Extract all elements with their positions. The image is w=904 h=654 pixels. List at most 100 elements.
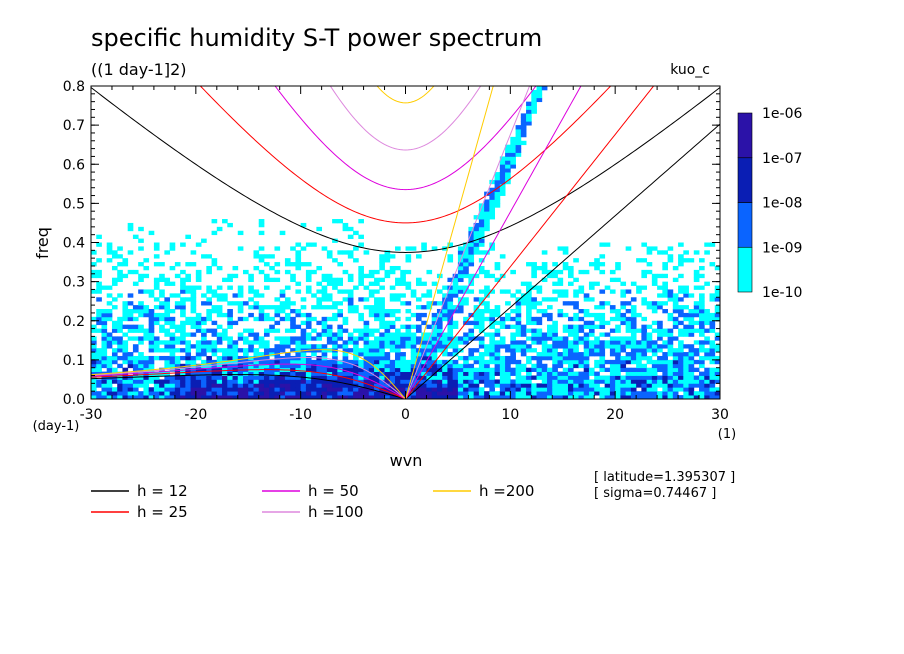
heat-cell — [667, 352, 674, 357]
heat-cell — [594, 312, 600, 318]
heat-cell — [436, 344, 443, 349]
heat-cell — [678, 395, 684, 399]
heat-cell — [609, 371, 616, 376]
heat-cell — [216, 363, 223, 369]
heat-cell — [180, 363, 186, 369]
heat-cell — [237, 375, 244, 380]
heat-cell — [101, 375, 108, 380]
heat-cell — [174, 367, 181, 373]
heat-cell — [295, 391, 302, 396]
heat-cell — [515, 344, 522, 349]
heat-cell — [169, 344, 176, 349]
heat-cell — [227, 367, 233, 373]
heat-cell — [641, 363, 648, 369]
heat-cell — [625, 359, 632, 365]
heat-cell — [536, 93, 543, 99]
heat-cell — [211, 352, 218, 357]
heat-cell — [573, 363, 579, 369]
heat-cell — [620, 340, 627, 345]
heat-cell — [567, 371, 574, 376]
heat-cell — [190, 344, 197, 349]
heat-cell — [588, 367, 595, 373]
heat-cell — [363, 387, 370, 392]
heat-cell — [263, 254, 270, 259]
heat-cell — [630, 348, 637, 353]
heat-cell — [484, 207, 490, 212]
heat-cell — [206, 375, 212, 380]
heat-cell — [269, 359, 275, 365]
heat-cell — [478, 359, 485, 365]
heat-cell — [609, 383, 616, 388]
heat-cell — [169, 383, 176, 388]
heat-cell — [248, 395, 254, 399]
heat-cell — [316, 371, 323, 376]
heat-cell — [368, 348, 375, 353]
y-axis-label: freq — [33, 227, 52, 259]
heat-cell — [263, 332, 270, 337]
heat-cell — [421, 371, 427, 376]
heat-cell — [625, 336, 632, 341]
heat-cell — [237, 293, 244, 298]
heat-cell — [290, 328, 296, 333]
heat-cell — [337, 395, 343, 399]
heat-cell — [478, 250, 485, 255]
heat-cell — [646, 250, 653, 255]
heat-cell — [688, 359, 695, 365]
heat-cell — [678, 285, 684, 290]
heat-cell — [400, 355, 406, 361]
heat-cell — [143, 375, 150, 380]
heat-cell — [374, 340, 380, 345]
heat-cell — [201, 348, 207, 353]
heat-cell — [159, 312, 165, 318]
heat-cell — [248, 312, 254, 318]
heat-cell — [263, 312, 270, 318]
heat-cell — [463, 250, 469, 255]
heat-cell — [531, 348, 537, 353]
heat-cell — [284, 285, 291, 290]
heat-cell — [620, 395, 627, 399]
heat-cell — [195, 344, 202, 349]
heat-cell — [389, 379, 396, 384]
heat-cell — [468, 395, 475, 399]
heat-cell — [127, 387, 134, 392]
heat-cell — [636, 312, 642, 318]
heat-cell — [552, 336, 558, 341]
heat-cell — [295, 289, 302, 294]
heat-cell — [436, 359, 443, 365]
heat-cell — [541, 332, 548, 337]
heat-cell — [594, 324, 600, 329]
heat-cell — [379, 277, 385, 283]
power-heatmap — [91, 86, 720, 399]
heat-cell — [594, 375, 600, 380]
heat-cell — [321, 324, 328, 329]
heat-cell — [620, 336, 627, 341]
heat-cell — [326, 367, 333, 373]
heat-cell — [132, 379, 139, 384]
heat-cell — [164, 359, 171, 365]
heat-cell — [457, 246, 464, 251]
heat-cell — [405, 254, 412, 259]
heat-cell — [505, 391, 511, 396]
heat-cell — [651, 363, 658, 369]
heat-cell — [253, 395, 260, 399]
heat-cell — [143, 395, 150, 399]
heat-cell — [374, 391, 380, 396]
heat-cell — [153, 379, 160, 384]
heat-cell — [484, 344, 490, 349]
heat-cell — [358, 348, 364, 353]
heat-cell — [332, 305, 338, 310]
heat-cell — [169, 309, 176, 314]
heat-cell — [248, 285, 254, 290]
heat-cell — [290, 336, 296, 341]
heat-cell — [636, 355, 642, 361]
heat-cell — [641, 375, 648, 380]
heat-cell — [300, 395, 307, 399]
heat-cell — [190, 383, 197, 388]
heat-cell — [562, 265, 569, 271]
heat-cell — [326, 383, 333, 388]
heat-cell — [515, 340, 522, 345]
heat-cell — [552, 332, 558, 337]
heat-cell — [379, 285, 385, 290]
heat-cell — [421, 293, 427, 298]
heat-cell — [290, 383, 296, 388]
